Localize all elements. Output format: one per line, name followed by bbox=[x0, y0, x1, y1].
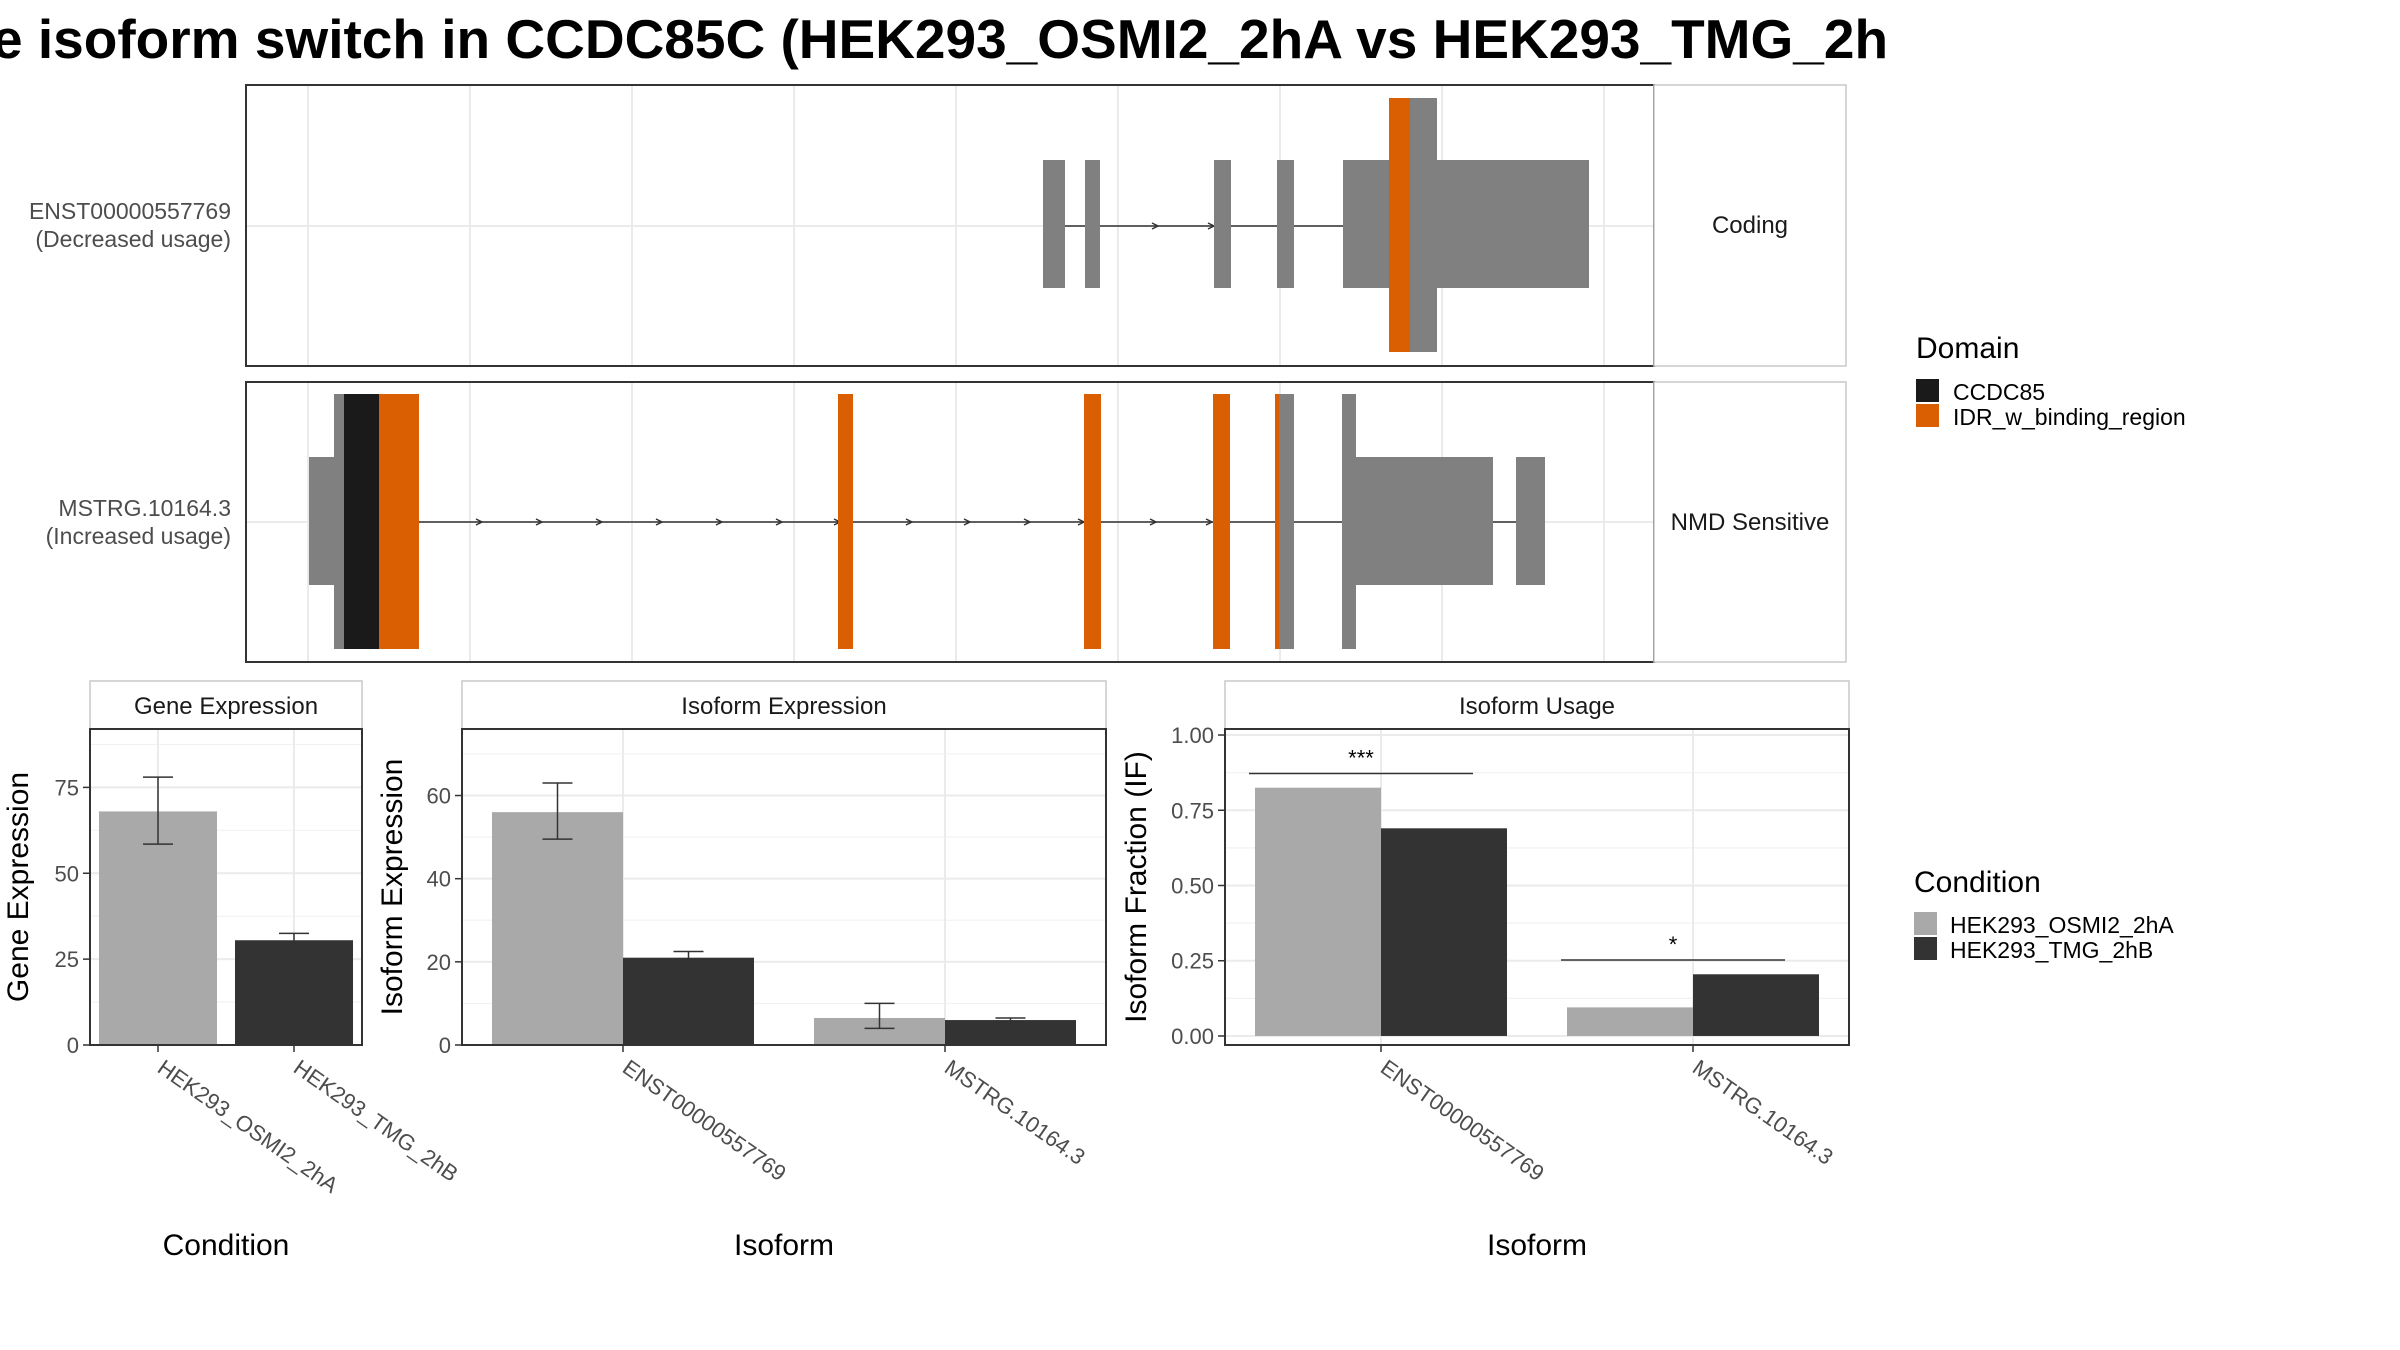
exon bbox=[309, 457, 335, 585]
y-axis-title: Gene Expression bbox=[2, 772, 35, 1002]
legend-swatch-idr bbox=[1916, 404, 1939, 427]
legend-label: HEK293_OSMI2_2hA bbox=[1950, 912, 2174, 938]
exon bbox=[1085, 160, 1100, 288]
legend-label: IDR_w_binding_region bbox=[1953, 404, 2186, 430]
y-tick-label: 1.00 bbox=[1171, 723, 1214, 748]
exon bbox=[1277, 160, 1294, 288]
panel-strip bbox=[89, 680, 363, 730]
intron-arrow bbox=[475, 518, 484, 526]
intron-arrow bbox=[963, 518, 972, 526]
domain-idr bbox=[1084, 394, 1101, 649]
y-tick-label: 20 bbox=[427, 950, 451, 975]
y-tick-label: 60 bbox=[427, 784, 451, 809]
panel-border bbox=[461, 728, 1107, 1046]
intron-arrow bbox=[1205, 518, 1214, 526]
x-tick-label: ENST00000557769 bbox=[618, 1055, 791, 1186]
category-strip bbox=[1653, 84, 1847, 367]
isoform-expression-chart: Isoform Expression 0 20 40 60 ENST00000557769… bbox=[376, 680, 1107, 1262]
condition-legend-title: Condition bbox=[1914, 866, 2041, 899]
intron-arrow bbox=[1023, 518, 1032, 526]
y-tick-label: 75 bbox=[55, 775, 79, 800]
significance-label: *** bbox=[1348, 745, 1374, 770]
legend-label: HEK293_TMG_2hB bbox=[1950, 937, 2153, 963]
significance-label: * bbox=[1669, 932, 1678, 957]
domain-ccdc85 bbox=[344, 394, 379, 649]
y-tick-label: 50 bbox=[55, 861, 79, 886]
x-axis-title: Isoform bbox=[1487, 1229, 1587, 1262]
intron-arrow bbox=[715, 518, 724, 526]
bar bbox=[1693, 974, 1819, 1036]
panel-title: Isoform Expression bbox=[681, 693, 886, 720]
category-label: Coding bbox=[1712, 212, 1788, 239]
panel-strip bbox=[1224, 680, 1850, 730]
exon-cds bbox=[1342, 394, 1356, 649]
transcript-id-label: ENST00000557769 bbox=[29, 198, 231, 224]
domain-idr bbox=[1275, 394, 1279, 649]
isoform-usage-chart: Isoform Usage****0.000.250.500.751.00ENS… bbox=[1120, 680, 1850, 1262]
legend-swatch-cond-b bbox=[1914, 937, 1937, 960]
domain-idr bbox=[379, 394, 419, 649]
transcript-panel-coding: Coding ENST00000557769 (Decreased usage) bbox=[29, 84, 1847, 367]
y-tick-label: 0.50 bbox=[1171, 873, 1214, 898]
bar bbox=[1381, 828, 1507, 1036]
intron-arrow bbox=[535, 518, 544, 526]
intron-arrow bbox=[905, 518, 914, 526]
transcript-usage-label: (Increased usage) bbox=[46, 523, 231, 549]
transcript-panel-nmd: NMD Sensitive MSTRG.10164.3 (Increased u… bbox=[46, 381, 1847, 663]
y-tick-label: 0.25 bbox=[1171, 949, 1214, 974]
domain-legend-title: Domain bbox=[1916, 332, 2019, 365]
y-tick-label: 25 bbox=[55, 947, 79, 972]
exon bbox=[1343, 160, 1389, 288]
intron-arrow bbox=[1151, 222, 1160, 230]
intron-arrow bbox=[775, 518, 784, 526]
intron-arrow bbox=[1149, 518, 1158, 526]
y-tick-label: 0.75 bbox=[1171, 798, 1214, 823]
bar bbox=[1567, 1007, 1693, 1036]
x-tick-label: ENST00000557769 bbox=[1376, 1055, 1549, 1186]
figure-title: e isoform switch in CCDC85C (HEK293_OSMI… bbox=[0, 8, 1888, 70]
exon-cds bbox=[1275, 394, 1294, 649]
domain-legend: Domain CCDC85 IDR_w_binding_region bbox=[1916, 332, 2186, 430]
y-axis-title: Isoform Expression bbox=[376, 759, 409, 1016]
x-axis-title: Condition bbox=[163, 1229, 290, 1262]
transcript-id-label: MSTRG.10164.3 bbox=[58, 495, 231, 521]
intron-arrow bbox=[595, 518, 604, 526]
exon bbox=[1356, 457, 1493, 585]
legend-swatch-cond-a bbox=[1914, 912, 1937, 935]
y-tick-label: 0 bbox=[439, 1033, 451, 1058]
category-label: NMD Sensitive bbox=[1671, 509, 1830, 536]
bar bbox=[945, 1020, 1076, 1045]
category-strip bbox=[1653, 381, 1847, 663]
legend-swatch-ccdc85 bbox=[1916, 379, 1939, 402]
panel-title: Isoform Usage bbox=[1459, 693, 1615, 720]
domain-idr bbox=[1389, 98, 1410, 352]
bar bbox=[492, 812, 623, 1045]
panel-border bbox=[89, 728, 363, 1046]
panel-border bbox=[1224, 728, 1850, 1046]
domain-idr bbox=[838, 394, 853, 649]
exon bbox=[1214, 160, 1231, 288]
y-tick-label: 40 bbox=[427, 867, 451, 892]
exon bbox=[1437, 160, 1589, 288]
transcript-usage-label: (Decreased usage) bbox=[35, 226, 231, 252]
legend-label: CCDC85 bbox=[1953, 379, 2045, 405]
bar bbox=[1255, 787, 1381, 1036]
exon bbox=[1043, 160, 1065, 288]
x-axis-title: Isoform bbox=[734, 1229, 834, 1262]
bar bbox=[99, 811, 217, 1045]
bar bbox=[623, 957, 754, 1045]
intron-arrow bbox=[655, 518, 664, 526]
panel-strip bbox=[461, 680, 1107, 730]
y-tick-label: 0.00 bbox=[1171, 1024, 1214, 1049]
x-tick-label: MSTRG.10164.3 bbox=[940, 1055, 1090, 1170]
domain-idr bbox=[1213, 394, 1230, 649]
panel-title: Gene Expression bbox=[134, 693, 318, 720]
condition-legend: Condition HEK293_OSMI2_2hA HEK293_TMG_2h… bbox=[1914, 866, 2174, 963]
y-axis-title: Isoform Fraction (IF) bbox=[1120, 751, 1153, 1023]
y-tick-label: 0 bbox=[67, 1033, 79, 1058]
bar bbox=[235, 940, 353, 1045]
exon bbox=[1516, 457, 1545, 585]
x-tick-label: MSTRG.10164.3 bbox=[1688, 1055, 1838, 1170]
